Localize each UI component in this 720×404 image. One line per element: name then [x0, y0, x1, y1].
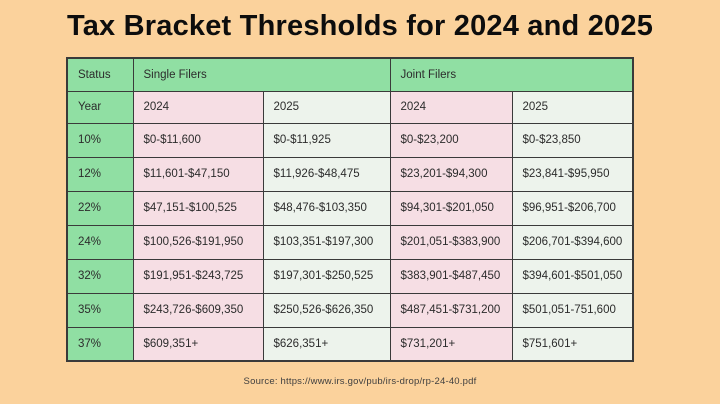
range-cell: $751,601+ [511, 326, 634, 362]
table-row: 32% $191,951-$243,725 $197,301-$250,525 … [66, 258, 634, 294]
range-cell: $23,841-$95,950 [511, 156, 634, 192]
range-cell: $201,051-$383,900 [389, 224, 513, 260]
rate-cell: 12% [66, 156, 134, 192]
range-cell: $100,526-$191,950 [132, 224, 264, 260]
joint-filers-header: Joint Filers [389, 57, 634, 92]
range-cell: $609,351+ [132, 326, 264, 362]
range-cell: $47,151-$100,525 [132, 190, 264, 226]
year-column-joint-2025: 2025 [511, 90, 634, 124]
range-cell: $250,526-$626,350 [262, 292, 391, 328]
range-cell: $206,701-$394,600 [511, 224, 634, 260]
table-row: 22% $47,151-$100,525 $48,476-$103,350 $9… [66, 190, 634, 226]
range-cell: $243,726-$609,350 [132, 292, 264, 328]
rate-cell: 35% [66, 292, 134, 328]
range-cell: $197,301-$250,525 [262, 258, 391, 294]
year-column-joint-2024: 2024 [389, 90, 513, 124]
range-cell: $103,351-$197,300 [262, 224, 391, 260]
table-row: 10% $0-$11,600 $0-$11,925 $0-$23,200 $0-… [66, 122, 634, 158]
table-row: 24% $100,526-$191,950 $103,351-$197,300 … [66, 224, 634, 260]
range-cell: $731,201+ [389, 326, 513, 362]
range-cell: $501,051-751,600 [511, 292, 634, 328]
single-filers-header: Single Filers [132, 57, 391, 92]
range-cell: $94,301-$201,050 [389, 190, 513, 226]
range-cell: $11,601-$47,150 [132, 156, 264, 192]
range-cell: $96,951-$206,700 [511, 190, 634, 226]
rate-cell: 24% [66, 224, 134, 260]
range-cell: $383,901-$487,450 [389, 258, 513, 294]
year-column-single-2025: 2025 [262, 90, 391, 124]
tax-bracket-table: Status Single Filers Joint Filers Year 2… [66, 57, 634, 362]
range-cell: $0-$11,925 [262, 122, 391, 158]
year-column-single-2024: 2024 [132, 90, 264, 124]
table-row: 37% $609,351+ $626,351+ $731,201+ $751,6… [66, 326, 634, 362]
range-cell: $0-$11,600 [132, 122, 264, 158]
range-cell: $487,451-$731,200 [389, 292, 513, 328]
year-label-cell: Year [66, 90, 134, 124]
rate-cell: 22% [66, 190, 134, 226]
range-cell: $48,476-$103,350 [262, 190, 391, 226]
rate-cell: 10% [66, 122, 134, 158]
range-cell: $0-$23,200 [389, 122, 513, 158]
status-corner-cell: Status [66, 57, 134, 92]
table-row: 35% $243,726-$609,350 $250,526-$626,350 … [66, 292, 634, 328]
rate-cell: 32% [66, 258, 134, 294]
range-cell: $11,926-$48,475 [262, 156, 391, 192]
source-citation: Source: https://www.irs.gov/pub/irs-drop… [243, 376, 477, 387]
range-cell: $626,351+ [262, 326, 391, 362]
table-header-group-row: Status Single Filers Joint Filers [66, 57, 634, 92]
range-cell: $23,201-$94,300 [389, 156, 513, 192]
range-cell: $394,601-$501,050 [511, 258, 634, 294]
table-row: 12% $11,601-$47,150 $11,926-$48,475 $23,… [66, 156, 634, 192]
page-title: Tax Bracket Thresholds for 2024 and 2025 [66, 10, 654, 42]
range-cell: $0-$23,850 [511, 122, 634, 158]
rate-cell: 37% [66, 326, 134, 362]
table-year-row: Year 2024 2025 2024 2025 [66, 90, 634, 124]
range-cell: $191,951-$243,725 [132, 258, 264, 294]
